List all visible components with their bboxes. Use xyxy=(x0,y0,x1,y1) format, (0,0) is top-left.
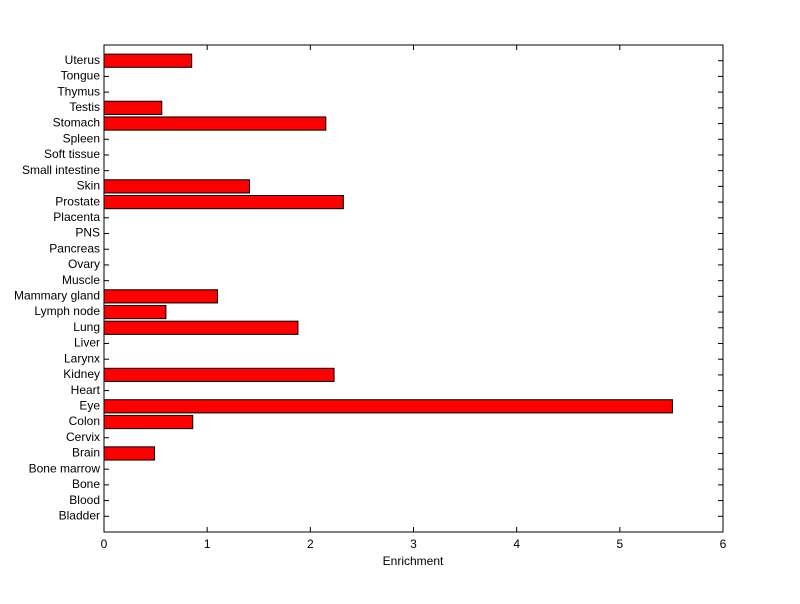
y-tick-label: Kidney xyxy=(63,367,100,381)
y-tick-label: Soft tissue xyxy=(44,147,100,161)
y-tick-label: Tongue xyxy=(61,69,101,83)
bar xyxy=(103,367,335,383)
y-tick-label: Small intestine xyxy=(22,163,100,177)
y-tick-label: Bone xyxy=(72,477,100,491)
bar xyxy=(103,53,193,68)
x-tick-label: 0 xyxy=(101,537,108,551)
y-tick-label: Uterus xyxy=(65,53,100,67)
y-tick-label: Bone marrow xyxy=(29,461,101,475)
y-tick-label: Pancreas xyxy=(49,241,100,255)
y-tick-label: Ovary xyxy=(68,257,100,271)
y-tick-label: Prostate xyxy=(55,194,100,208)
y-tick-label: Colon xyxy=(69,414,100,428)
y-tick-label: Blood xyxy=(69,493,100,507)
bar xyxy=(103,304,167,320)
bar xyxy=(103,116,327,131)
y-tick-label: Bladder xyxy=(59,508,100,522)
bar xyxy=(103,179,250,194)
y-tick-label: Testis xyxy=(69,100,100,114)
y-tick-label: Lymph node xyxy=(34,304,100,318)
y-tick-label: Skin xyxy=(77,179,100,193)
x-tick-label: 6 xyxy=(720,537,727,551)
y-tick-label: Heart xyxy=(71,383,101,397)
y-tick-label: Brain xyxy=(72,446,100,460)
y-tick-label: Mammary gland xyxy=(14,289,100,303)
bar xyxy=(103,414,194,430)
x-tick-label: 5 xyxy=(616,537,623,551)
x-tick-label: 4 xyxy=(513,537,520,551)
y-tick-label: Thymus xyxy=(57,84,100,98)
bar xyxy=(103,100,163,115)
y-tick-label: Spleen xyxy=(63,131,100,145)
bar xyxy=(103,399,673,414)
bar xyxy=(103,320,299,335)
bar xyxy=(103,446,156,461)
y-tick-label: PNS xyxy=(75,226,100,240)
x-tick-label: 2 xyxy=(307,537,314,551)
bar xyxy=(103,289,218,304)
x-axis-label: Enrichment xyxy=(383,554,444,568)
y-tick-label: Liver xyxy=(74,336,100,350)
x-tick-label: 3 xyxy=(410,537,417,551)
y-tick-label: Larynx xyxy=(64,351,100,365)
y-tick-label: Lung xyxy=(73,320,100,334)
y-tick-label: Muscle xyxy=(62,273,100,287)
y-tick-label: Cervix xyxy=(66,430,100,444)
plot-frame xyxy=(103,44,724,533)
y-tick-label: Stomach xyxy=(53,116,100,130)
y-tick-label: Eye xyxy=(79,398,100,412)
x-tick-label: 1 xyxy=(204,537,211,551)
bar xyxy=(103,194,344,210)
y-tick-label: Placenta xyxy=(53,210,100,224)
